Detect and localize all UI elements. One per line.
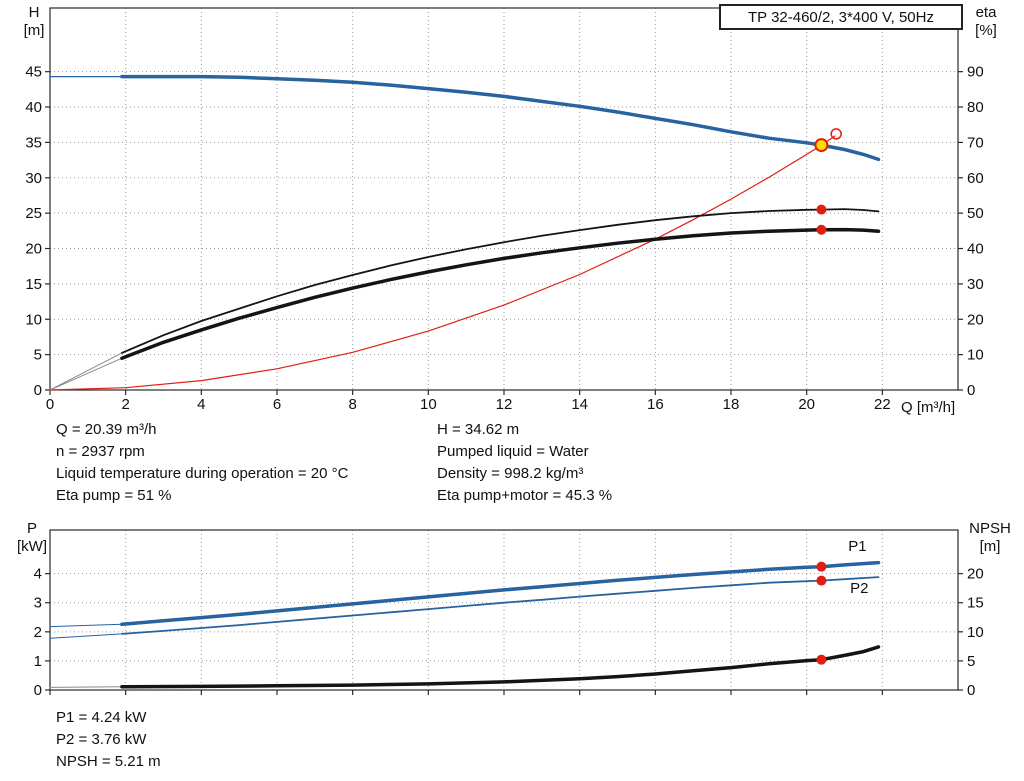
info-eta-pump: Eta pump = 51 % — [56, 487, 172, 504]
operating-point-dot — [816, 204, 827, 215]
info-flow: Q = 20.39 m³/h — [56, 421, 157, 438]
duty-info-left: Q = 20.39 m³/h n = 2937 rpm Liquid tempe… — [56, 419, 348, 507]
p-axis-symbol: P — [26, 520, 37, 537]
y-right-tick-label: 15 — [967, 595, 984, 612]
y-right-tick-label: 20 — [967, 311, 984, 328]
y-left-tick-label: 40 — [25, 99, 42, 116]
npsh-axis-symbol: NPSH — [969, 520, 1011, 537]
y-right-tick-label: 90 — [967, 64, 984, 81]
p2-leadin — [49, 633, 123, 639]
x-tick-label: 0 — [46, 396, 54, 413]
npsh-leadin — [49, 686, 123, 688]
y-left-tick-label: 0 — [34, 382, 42, 399]
eta-pump-motor-leadin — [49, 357, 123, 391]
y-right-tick-label: 70 — [967, 134, 984, 151]
x-tick-label: 12 — [496, 396, 513, 413]
npsh-axis-label: NPSH [m] — [962, 520, 1018, 556]
eta-pump-motor-curve — [120, 227, 881, 360]
info-pumped-liquid: Pumped liquid = Water — [437, 443, 589, 460]
x-tick-label: 4 — [197, 396, 205, 413]
head-curve — [120, 74, 881, 162]
p-axis-unit: [kW] — [17, 538, 47, 555]
y-left-tick-label: 25 — [25, 205, 42, 222]
p1-curve — [120, 560, 881, 627]
y-right-tick-label: 20 — [967, 566, 984, 583]
x-tick-label: 22 — [874, 396, 891, 413]
x-tick-label: 6 — [273, 396, 281, 413]
y-left-tick-label: 0 — [34, 682, 42, 699]
h-axis-label: H [m] — [16, 4, 52, 40]
p1-leadin — [49, 623, 123, 628]
series-label-p2: P2 — [850, 580, 868, 597]
duty-point-marker — [814, 138, 829, 153]
series-label-p1: P1 — [848, 538, 866, 555]
info-speed: n = 2937 rpm — [56, 443, 145, 460]
duty-info-right: H = 34.62 m Pumped liquid = Water Densit… — [437, 419, 612, 507]
info-npsh: NPSH = 5.21 m — [56, 753, 161, 770]
q-axis-label: Q [m³/h] — [901, 399, 956, 416]
y-left-tick-label: 3 — [34, 595, 42, 612]
y-right-tick-label: 0 — [967, 682, 975, 699]
npsh-axis-unit: [m] — [979, 538, 1001, 555]
y-left-tick-label: 1 — [34, 653, 42, 670]
y-left-tick-label: 30 — [25, 170, 42, 187]
operating-point-dot — [816, 224, 827, 235]
info-p2: P2 = 3.76 kW — [56, 731, 147, 748]
y-right-tick-label: 0 — [967, 382, 975, 399]
y-left-tick-label: 20 — [25, 241, 42, 258]
pump-model-title: TP 32-460/2, 3*400 V, 50Hz — [748, 8, 934, 26]
operating-point-dot — [816, 654, 827, 665]
eta-pump-curve — [121, 208, 880, 354]
y-left-tick-label: 15 — [25, 276, 42, 293]
power-info: P1 = 4.24 kW P2 = 3.76 kW NPSH = 5.21 m — [56, 707, 161, 773]
info-eta-pump-motor: Eta pump+motor = 45.3 % — [437, 487, 613, 504]
x-tick-label: 8 — [348, 396, 356, 413]
npsh-curve — [120, 645, 881, 689]
p-axis-label: P [kW] — [12, 520, 52, 556]
operating-point-dot — [816, 561, 827, 572]
x-tick-label: 14 — [571, 396, 588, 413]
y-left-tick-label: 10 — [25, 311, 42, 328]
y-left-tick-label: 45 — [25, 64, 42, 81]
y-right-tick-label: 50 — [967, 205, 984, 222]
y-right-tick-label: 80 — [967, 99, 984, 116]
requested-duty-point-marker — [830, 128, 842, 140]
operating-point-dot — [816, 575, 827, 586]
eta-axis-label: eta [%] — [964, 4, 1008, 40]
h-axis-unit: [m] — [23, 22, 45, 39]
y-right-tick-label: 10 — [967, 624, 984, 641]
y-left-tick-label: 4 — [34, 566, 42, 583]
eta-axis-unit: [%] — [975, 22, 997, 39]
info-head: H = 34.62 m — [437, 421, 520, 438]
y-left-tick-label: 5 — [34, 347, 42, 364]
x-tick-label: 16 — [647, 396, 664, 413]
x-tick-label: 20 — [798, 396, 815, 413]
p2-curve — [121, 576, 880, 635]
info-density: Density = 998.2 kg/m³ — [437, 465, 584, 482]
eta-pump-leadin — [49, 352, 123, 391]
y-right-tick-label: 60 — [967, 170, 984, 187]
x-tick-label: 2 — [121, 396, 129, 413]
x-tick-label: 10 — [420, 396, 437, 413]
y-right-tick-label: 5 — [967, 653, 975, 670]
info-p1: P1 = 4.24 kW — [56, 709, 147, 726]
y-right-tick-label: 30 — [967, 276, 984, 293]
info-liquid-temperature: Liquid temperature during operation = 20… — [56, 465, 349, 482]
x-tick-label: 18 — [723, 396, 740, 413]
pump-model-title-box: TP 32-460/2, 3*400 V, 50Hz — [719, 4, 963, 30]
eta-axis-symbol: eta — [975, 4, 997, 21]
system-curve — [49, 135, 836, 391]
y-left-tick-label: 2 — [34, 624, 42, 641]
y-right-tick-label: 10 — [967, 347, 984, 364]
y-left-tick-label: 35 — [25, 134, 42, 151]
y-right-tick-label: 40 — [967, 241, 984, 258]
h-axis-symbol: H — [28, 4, 40, 21]
